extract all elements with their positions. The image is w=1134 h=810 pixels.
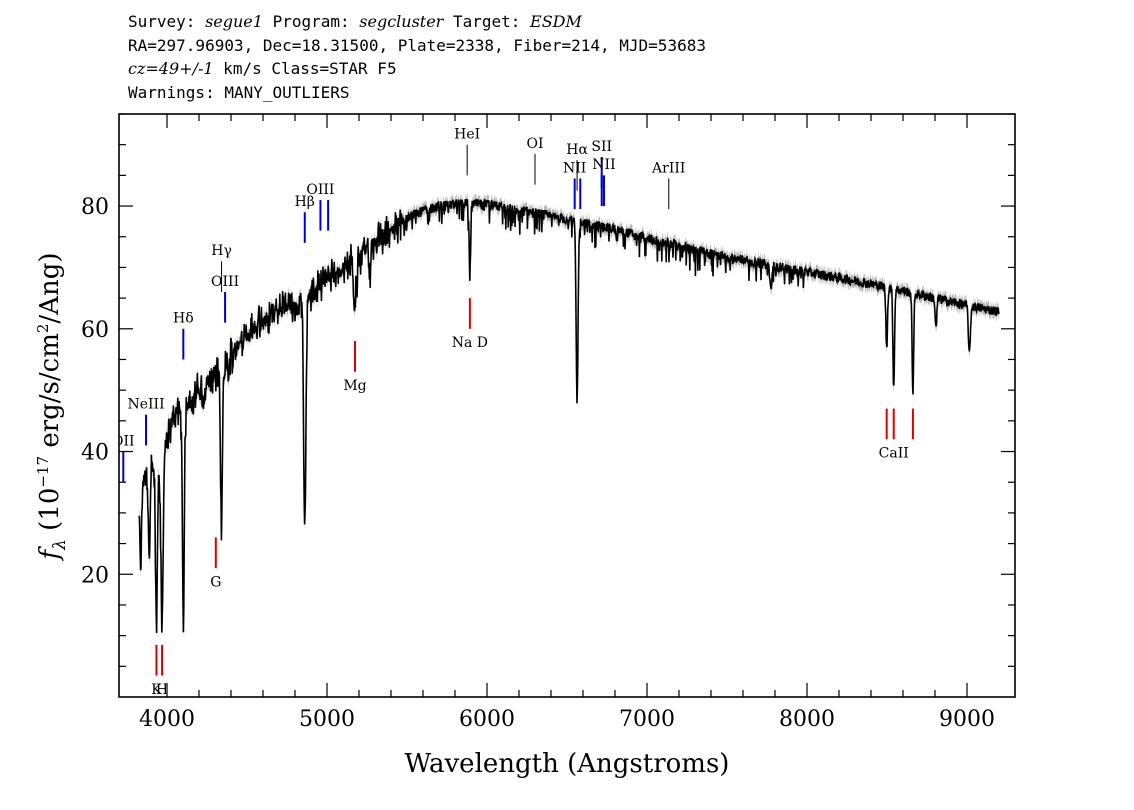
header-line-survey: Survey: segue1 Program: segcluster Targe… <box>128 10 706 34</box>
line-label-0: OII <box>112 433 135 449</box>
error-band <box>139 193 999 640</box>
line-label-21: H <box>156 682 168 698</box>
line-label-6: Hβ <box>295 194 315 210</box>
y-axis-label-lambda: λ <box>50 539 70 551</box>
line-label-1: NeIII <box>127 397 164 413</box>
x-tick-label-2: 6000 <box>459 707 515 732</box>
line-label-5: OIII <box>211 274 239 290</box>
y-tick-label-3: 80 <box>81 195 109 220</box>
line-label-10: HeI <box>454 127 480 143</box>
header-line-redshift: cz=49+/-1 km/s Class=STAR F5 <box>128 57 706 81</box>
y-axis-label-close: /Ang) <box>35 253 65 324</box>
line-label-19: ArIII <box>651 160 685 176</box>
line-label-12: OI <box>526 136 543 152</box>
program-value: segcluster <box>359 12 444 31</box>
y-axis-label: fλ (10−17 erg/s/cm2/Ang) <box>34 253 70 562</box>
redshift-value: cz=49+/-1 <box>128 59 214 78</box>
line-label-14: Hα <box>566 142 588 158</box>
x-tick-label-0: 4000 <box>139 707 195 732</box>
line-label-7: OIII <box>306 182 334 198</box>
line-label-20: K <box>151 682 162 698</box>
y-axis-label-exp2: 2 <box>34 324 52 334</box>
y-tick-label-1: 40 <box>81 441 109 466</box>
y-axis-label-mid: erg/s/cm <box>35 333 65 456</box>
target-label: Target: <box>443 12 531 31</box>
plot-frame <box>118 113 1016 698</box>
target-value: ESDM <box>530 12 582 31</box>
header-line-warnings: Warnings: MANY_OUTLIERS <box>128 82 350 102</box>
y-axis-label-exp1: −17 <box>34 456 52 488</box>
survey-label: Survey: <box>128 12 206 31</box>
line-label-22: CaII <box>879 446 909 462</box>
y-tick-label-2: 60 <box>81 318 109 343</box>
spectrum-line <box>138 198 1000 634</box>
line-label-3: G <box>210 575 221 591</box>
line-label-16: SII <box>591 139 612 155</box>
axes: 4000 5000 6000 7000 8000 9000 20 40 60 80 <box>81 113 1015 732</box>
x-tick-label-1: 5000 <box>299 707 355 732</box>
line-label-13: NII <box>563 160 586 176</box>
line-label-11: Na D <box>452 335 488 351</box>
x-tick-label-5: 9000 <box>939 707 995 732</box>
line-label-4: Hγ <box>211 243 232 259</box>
line-label-9: Mg <box>343 378 366 394</box>
y-tick-label-0: 20 <box>81 563 109 588</box>
line-label-17: NII <box>592 157 615 173</box>
x-tick-label-4: 8000 <box>779 707 835 732</box>
header-line-coordinates: RA=297.96903, Dec=18.31500, Plate=2338, … <box>128 35 706 55</box>
survey-value: segue1 <box>205 12 263 31</box>
y-axis-label-open: (10 <box>35 488 65 540</box>
class-text: km/s Class=STAR F5 <box>213 59 397 78</box>
spectrum-header: Survey: segue1 Program: segcluster Targe… <box>128 10 706 104</box>
line-label-2: Hδ <box>173 311 194 327</box>
x-tick-label-3: 7000 <box>619 707 675 732</box>
program-label: Program: <box>262 12 360 31</box>
x-axis-label: Wavelength (Angstroms) <box>405 749 730 779</box>
